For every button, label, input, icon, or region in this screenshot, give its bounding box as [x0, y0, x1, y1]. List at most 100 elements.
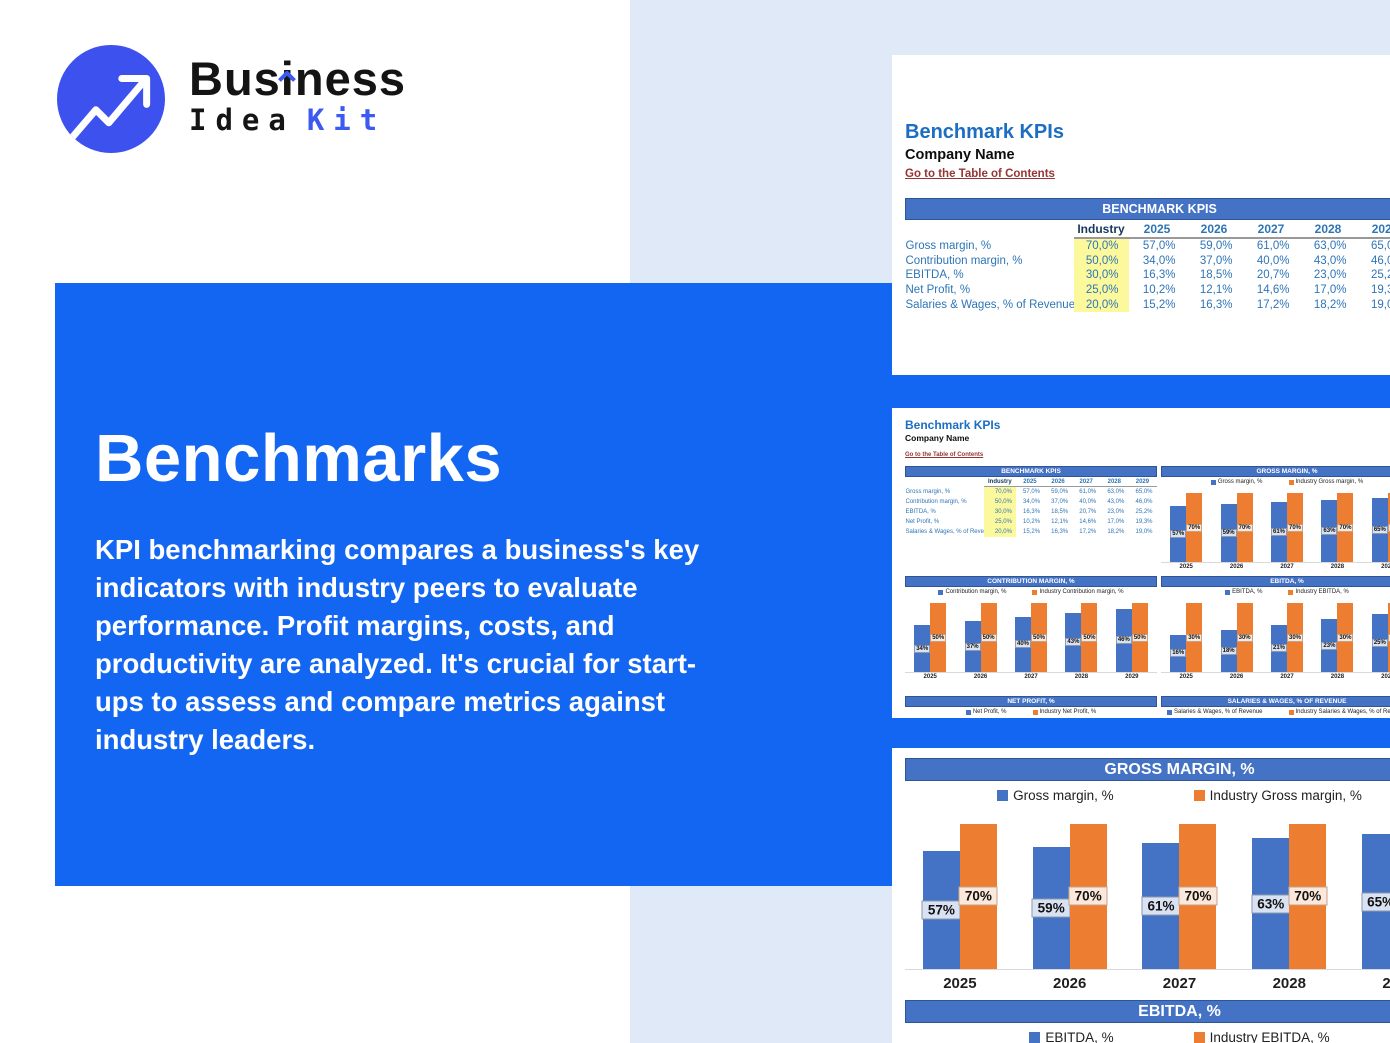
table-cell: 50,0%: [983, 497, 1016, 507]
bar-data-label: 61%: [1271, 528, 1288, 536]
legend-item: EBITDA, %: [1225, 589, 1262, 595]
row-label: Contribution margin, %: [905, 499, 967, 505]
table-of-contents-link[interactable]: Go to the Table of Contents: [905, 168, 1055, 180]
x-axis-label: 2025: [943, 975, 977, 992]
table-cell: 25,0%: [1073, 282, 1129, 298]
table-cell: 65,0%: [1135, 489, 1153, 495]
bar-primary: 61%: [1141, 842, 1181, 969]
hero-description: KPI benchmarking compares a business's k…: [95, 534, 700, 755]
brand-name-i: i: [280, 52, 295, 105]
table-cell: 19,3%: [1135, 519, 1153, 525]
bar-industry: 30%: [1337, 603, 1354, 672]
chart-legend: Gross margin, % Industry Gross margin, %: [905, 788, 1390, 803]
table-cell: 37,0%: [1199, 254, 1233, 267]
bar-data-label: 57%: [921, 900, 961, 920]
bar-data-label: 46%: [1115, 636, 1132, 645]
table-cell: 30,0%: [1073, 268, 1129, 283]
bar-data-label: 50%: [980, 633, 997, 642]
mini-contribution-margin-chart: CONTRIBUTION MARGIN, % Contribution margi…: [905, 576, 1157, 692]
table-cell: 43,0%: [1107, 499, 1125, 505]
table-cell: 70,0%: [1073, 238, 1129, 254]
table-header-cell: 2025: [1015, 476, 1045, 487]
trend-arrow-logo-icon: [57, 45, 165, 153]
table-cell: 65,0%: [1370, 240, 1390, 253]
table-cell: 30,0%: [983, 507, 1016, 517]
chart-plot-area: 57%70%59%70%61%70%63%70%65%70%: [1161, 488, 1390, 563]
table-cell: 63,0%: [1107, 489, 1125, 495]
table-banner: BENCHMARK KPIS: [905, 466, 1157, 477]
table-row: Gross margin, % 70,0% 57,0% 59,0% 61,0% 63,0%…: [906, 486, 1157, 497]
chart-title-banner: CONTRIBUTION MARGIN, %: [905, 576, 1157, 587]
legend-swatch: [938, 589, 944, 595]
bar-group: 65%70%: [1344, 813, 1390, 969]
table-cell: 10,2%: [1023, 519, 1041, 525]
table-header-cell: 2028: [1299, 219, 1357, 239]
bar-group: 61% 70%: [1125, 813, 1235, 969]
legend-label: Contribution margin, %: [945, 589, 1007, 595]
legend-label: Net Profit, %: [972, 709, 1007, 715]
bar-group: 21% 30%: [1262, 598, 1312, 672]
x-axis-label: 2025: [1179, 674, 1193, 680]
bar-primary: 46%: [1115, 608, 1132, 672]
mini-gross-margin-chart: GROSS MARGIN, % Gross margin, % Industry G…: [1161, 466, 1390, 572]
table-cell: 61,0%: [1079, 489, 1097, 495]
table-header-cell: Industry: [983, 476, 1016, 487]
table-cell: 20,7%: [1079, 509, 1097, 515]
chart-title-banner: GROSS MARGIN, %: [1161, 466, 1390, 477]
x-axis-label: 2028: [1330, 674, 1345, 680]
brand-name-pre: Bus: [189, 52, 281, 105]
bar-industry: 70%: [1178, 823, 1218, 969]
chart-title-banner: EBITDA, %: [905, 1000, 1390, 1023]
table-row: Net Profit, % 25,0% 10,2% 12,1% 14,6% 17,0% 19…: [906, 517, 1157, 527]
table-cell: 16,3%: [1142, 269, 1176, 282]
legend-item: Industry EBITDA, %: [1193, 1030, 1330, 1043]
x-axis-label: 2027: [1024, 674, 1038, 680]
table-of-contents-link[interactable]: Go to the Table of Contents: [905, 452, 984, 458]
chart-legend: Net Profit, % Industry Net Profit, %: [905, 709, 1157, 715]
row-label: Salaries & Wages, % of Revenue: [905, 298, 1074, 311]
x-axis-label: 2026: [973, 674, 988, 680]
legend-label: Gross margin, %: [1217, 479, 1263, 485]
bar-data-label: 57%: [1170, 530, 1187, 538]
bar-primary: 61%: [1271, 502, 1288, 562]
bar-data-label: 37%: [964, 642, 981, 651]
gross-margin-chart: GROSS MARGIN, % Gross margin, % Industry G…: [905, 758, 1390, 992]
table-cell: 40,0%: [1079, 499, 1097, 505]
row-label: EBITDA, %: [905, 269, 964, 282]
table-cell: 25,0%: [983, 517, 1016, 527]
x-axis-label: 2028: [1272, 975, 1306, 992]
legend-swatch: [1029, 1032, 1041, 1043]
legend-item: Gross margin, %: [1210, 479, 1263, 485]
bar-primary: 16%: [1170, 634, 1187, 672]
x-axis-labels: 2025 2026 2027 2028 2029: [1161, 673, 1390, 680]
table-cell: 23,0%: [1107, 509, 1125, 515]
table-cell: 50,0%: [1073, 253, 1129, 269]
bar-primary: 34%: [914, 625, 931, 672]
table-cell: 34,0%: [1142, 254, 1176, 267]
table-row: EBITDA, % 30,0% 16,3% 18,5% 20,7% 23,0% 25,2%: [906, 268, 1390, 283]
table-cell: 25,2%: [1370, 269, 1390, 282]
table-cell: 61,0%: [1256, 240, 1290, 253]
chart-legend: EBITDA, % Industry EBITDA, %: [905, 1030, 1390, 1043]
table-cell: 17,0%: [1313, 284, 1347, 297]
table-header-cell: 2029: [1128, 476, 1157, 487]
bar-primary: 18%: [1220, 629, 1237, 672]
table-banner-row: BENCHMARK KPIS: [904, 198, 1390, 220]
bar-data-label: 30%: [1287, 633, 1304, 642]
chart-title-banner: NET PROFIT, %: [905, 696, 1157, 707]
legend-swatch: [1288, 589, 1294, 595]
table-cell: 15,2%: [1142, 298, 1176, 311]
table-cell: 14,6%: [1256, 284, 1290, 297]
bar-primary: 40%: [1015, 616, 1032, 672]
table-cell: 19,0%: [1135, 529, 1153, 535]
bar-data-label: 30%: [1337, 633, 1354, 642]
sheet-company-name: Company Name: [905, 433, 970, 443]
bar-group: 63% 70%: [1312, 488, 1362, 562]
dashboard-card: Benchmark KPIs Company Name Go to the Ta…: [892, 408, 1390, 718]
x-axis-label: 2029: [1381, 674, 1390, 680]
bar-group: 43% 50%: [1056, 598, 1106, 672]
table-row: Gross margin, % 70,0% 57,0% 59,0% 61,0% 63,0%…: [906, 238, 1390, 254]
